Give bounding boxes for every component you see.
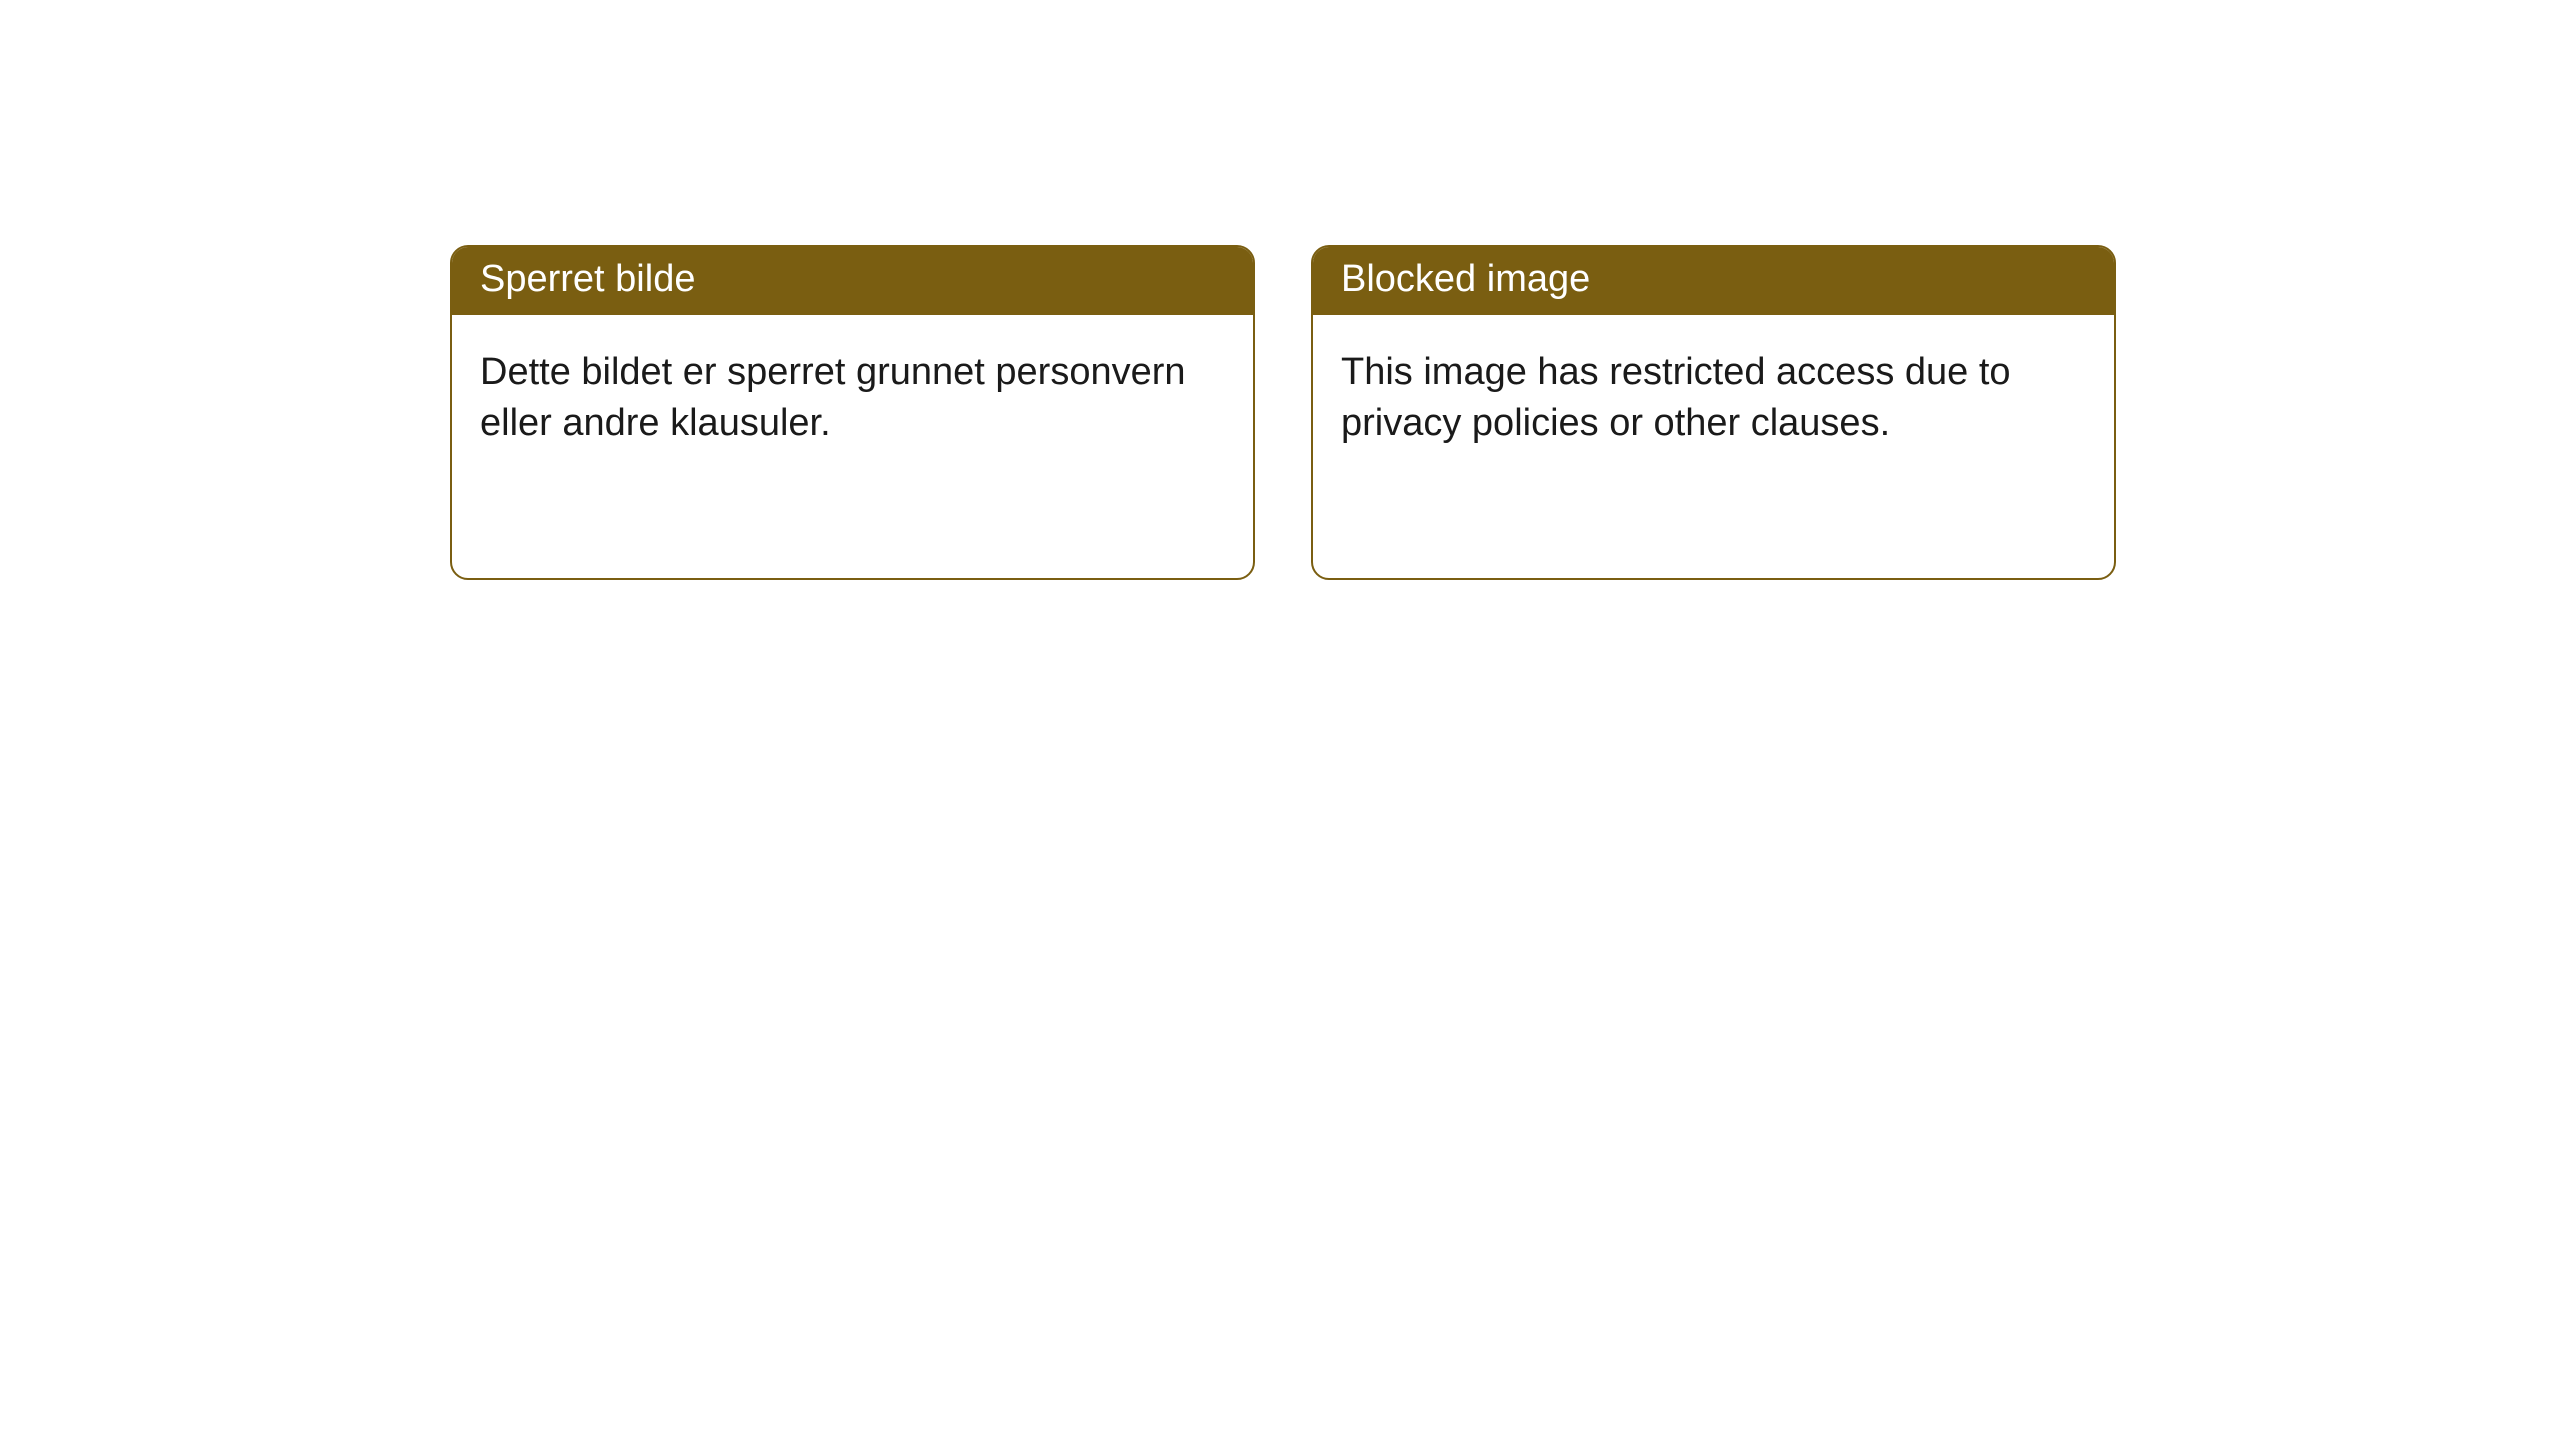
- notice-card-en-title: Blocked image: [1313, 247, 2114, 315]
- notice-card-no: Sperret bilde Dette bildet er sperret gr…: [450, 245, 1255, 580]
- notice-cards-container: Sperret bilde Dette bildet er sperret gr…: [0, 0, 2560, 580]
- notice-card-en: Blocked image This image has restricted …: [1311, 245, 2116, 580]
- notice-card-en-body: This image has restricted access due to …: [1313, 315, 2114, 482]
- notice-card-no-title: Sperret bilde: [452, 247, 1253, 315]
- notice-card-no-body: Dette bildet er sperret grunnet personve…: [452, 315, 1253, 482]
